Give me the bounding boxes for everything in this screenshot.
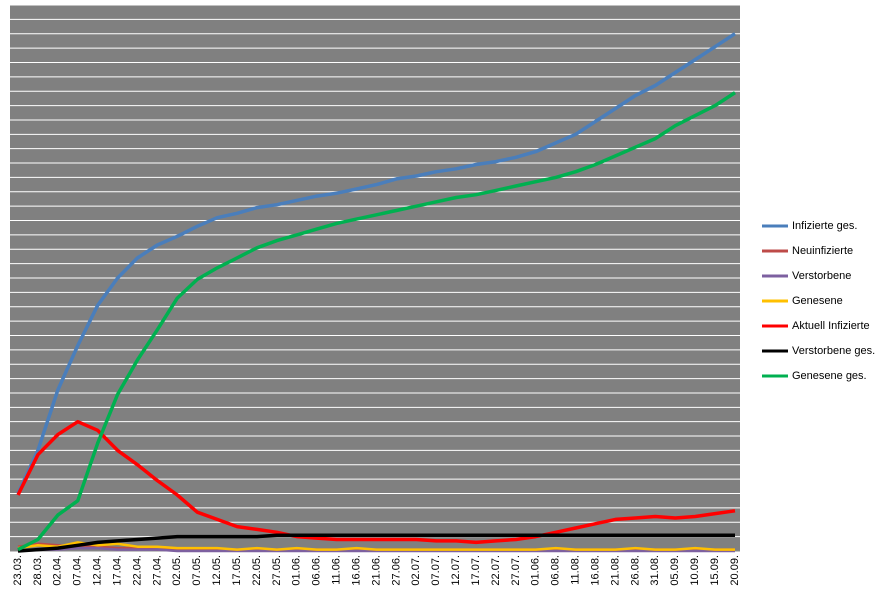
- x-tick-label: 15.09.: [709, 555, 721, 586]
- x-tick-label: 22.05.: [251, 555, 263, 586]
- x-tick-label: 07.04.: [72, 555, 84, 586]
- x-tick-label: 06.08.: [550, 555, 562, 586]
- x-tick-label: 02.07.: [410, 555, 422, 586]
- x-tick-label: 22.04.: [131, 555, 143, 586]
- x-tick-label: 26.08.: [629, 555, 641, 586]
- x-tick-label: 12.04.: [92, 555, 104, 586]
- legend-label: Verstorbene ges.: [792, 345, 875, 357]
- x-tick-label: 12.05.: [211, 555, 223, 586]
- x-tick-label: 20.09.: [729, 555, 741, 586]
- x-tick-label: 28.03.: [32, 555, 44, 586]
- x-tick-label: 12.07.: [450, 555, 462, 586]
- x-tick-label: 02.05.: [171, 555, 183, 586]
- series-line: [16, 32, 736, 495]
- legend-label: Neuinfizierte: [792, 245, 853, 257]
- x-tick-label: 07.05.: [191, 555, 203, 586]
- legend-label: Genesene ges.: [792, 370, 867, 382]
- series-line: [17, 91, 736, 552]
- x-tick-label: 17.07.: [470, 555, 482, 586]
- x-tick-label: 21.08.: [609, 555, 621, 586]
- x-tick-label: 23.03.: [12, 555, 24, 586]
- legend-label: Aktuell Infizierte: [792, 320, 870, 332]
- x-tick-label: 01.06.: [530, 555, 542, 586]
- x-tick-label: 27.04.: [151, 555, 163, 586]
- x-tick-label: 17.04.: [111, 555, 123, 586]
- x-tick-label: 27.06.: [390, 555, 402, 586]
- x-tick-label: 11.08.: [570, 555, 582, 585]
- x-tick-label: 11.06.: [331, 555, 343, 585]
- series-line: [16, 419, 736, 545]
- legend: Infizierte ges. Neuinfizierte Verstorbene G…: [762, 220, 875, 382]
- x-tick-label: 27.05.: [271, 555, 283, 586]
- x-tick-label: 05.09.: [669, 555, 681, 586]
- x-tick-label: 07.07.: [430, 555, 442, 586]
- legend-label: Verstorbene: [792, 270, 851, 282]
- x-tick-label: 22.07.: [490, 555, 502, 586]
- x-tick-label: 10.09.: [689, 555, 701, 586]
- x-tick-label: 02.04.: [52, 555, 64, 586]
- series-line: [17, 541, 735, 551]
- x-tick-label: 31.08.: [649, 555, 661, 586]
- x-tick-label: 16.06.: [350, 555, 362, 586]
- series-line: [17, 546, 735, 553]
- x-tick-label: 06.06.: [311, 555, 323, 586]
- x-tick-label: 01.06.: [291, 555, 303, 586]
- legend-label: Infizierte ges.: [792, 220, 857, 232]
- x-tick-label: 17.05.: [231, 555, 243, 586]
- x-tick-label: 16.08.: [589, 555, 601, 586]
- x-tick-label: 27.07.: [510, 555, 522, 586]
- legend-label: Genesene: [792, 295, 843, 307]
- x-tick-label: 21.06.: [370, 555, 382, 586]
- series-line: [17, 533, 735, 553]
